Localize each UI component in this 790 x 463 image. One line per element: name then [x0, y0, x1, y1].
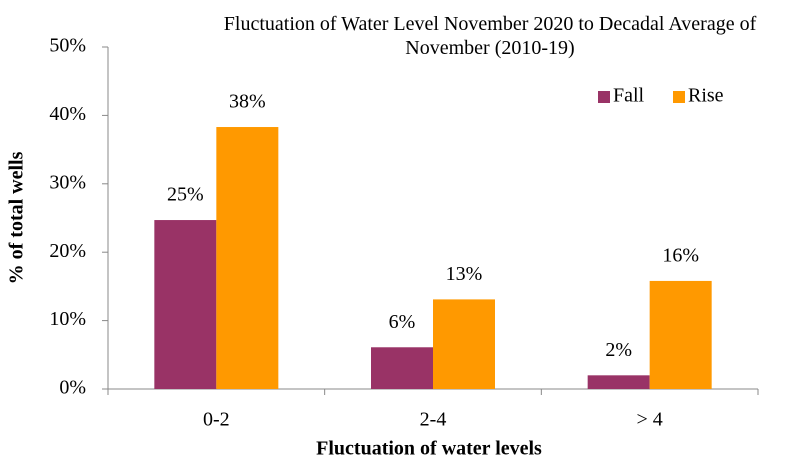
y-tick-label: 40%: [49, 103, 86, 125]
data-label: 6%: [389, 311, 416, 333]
bar: [154, 220, 217, 389]
bar: [433, 299, 495, 389]
bar: [587, 375, 650, 389]
y-tick-label: 0%: [59, 377, 86, 399]
data-label: 25%: [167, 184, 204, 206]
y-tick-label: 20%: [49, 240, 86, 262]
bar: [649, 280, 712, 389]
legend-label: Fall: [613, 85, 645, 107]
x-tick-label: > 4: [637, 409, 663, 431]
x-axis-label: Fluctuation of water levels: [316, 438, 542, 460]
y-tick-label: 10%: [49, 308, 86, 330]
bar: [371, 347, 433, 389]
y-tick-label: 30%: [49, 171, 86, 193]
legend-swatch: [598, 91, 610, 103]
x-tick-label: 2-4: [420, 409, 447, 431]
data-label: 13%: [446, 263, 483, 285]
x-tick-label: 0-2: [203, 409, 230, 431]
data-label: 16%: [662, 245, 699, 267]
data-label: 2%: [605, 339, 632, 361]
bar: [216, 127, 279, 389]
chart-title: Fluctuation of Water Level November 2020…: [223, 13, 757, 59]
legend-label: Rise: [688, 85, 724, 107]
y-axis-label: % of total wells: [6, 151, 28, 284]
data-label: 38%: [229, 91, 266, 113]
y-tick-label: 50%: [49, 35, 86, 57]
legend-swatch: [673, 91, 685, 103]
